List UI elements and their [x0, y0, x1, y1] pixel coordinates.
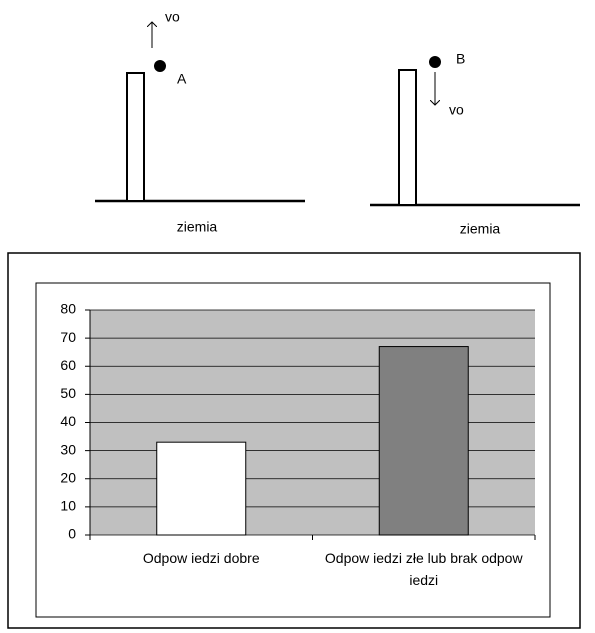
velocity-label: vo [165, 9, 180, 25]
y-tick-label: 20 [60, 469, 76, 485]
ball [154, 60, 166, 72]
x-tick-label: Odpow iedzi złe lub brak odpow iedzi [324, 547, 524, 591]
velocity-label: vo [449, 102, 464, 118]
ground-label: ziemia [460, 221, 501, 237]
point-label: A [177, 71, 187, 87]
figure: vo A ziemia B vo ziemia 0 10 20 30 40 50 60 70 8… [0, 0, 595, 633]
y-tick-label: 80 [60, 301, 76, 317]
y-tick-label: 10 [60, 498, 76, 514]
y-tick-label: 40 [60, 413, 76, 429]
y-tick-label: 60 [60, 357, 76, 373]
point-label: B [456, 51, 465, 67]
tower [127, 73, 144, 201]
ball [429, 56, 441, 68]
y-tick-label: 30 [60, 441, 76, 457]
bar [379, 347, 468, 535]
y-tick-label: 50 [60, 385, 76, 401]
tower [399, 70, 416, 205]
y-tick-label: 0 [68, 526, 76, 542]
y-tick-label: 70 [60, 329, 76, 345]
bar [157, 442, 246, 535]
ground-label: ziemia [177, 219, 218, 235]
page: vo A ziemia B vo ziemia 0 10 20 30 40 50 60 70 8… [0, 0, 595, 633]
x-tick-label: Odpow iedzi dobre [101, 547, 301, 569]
